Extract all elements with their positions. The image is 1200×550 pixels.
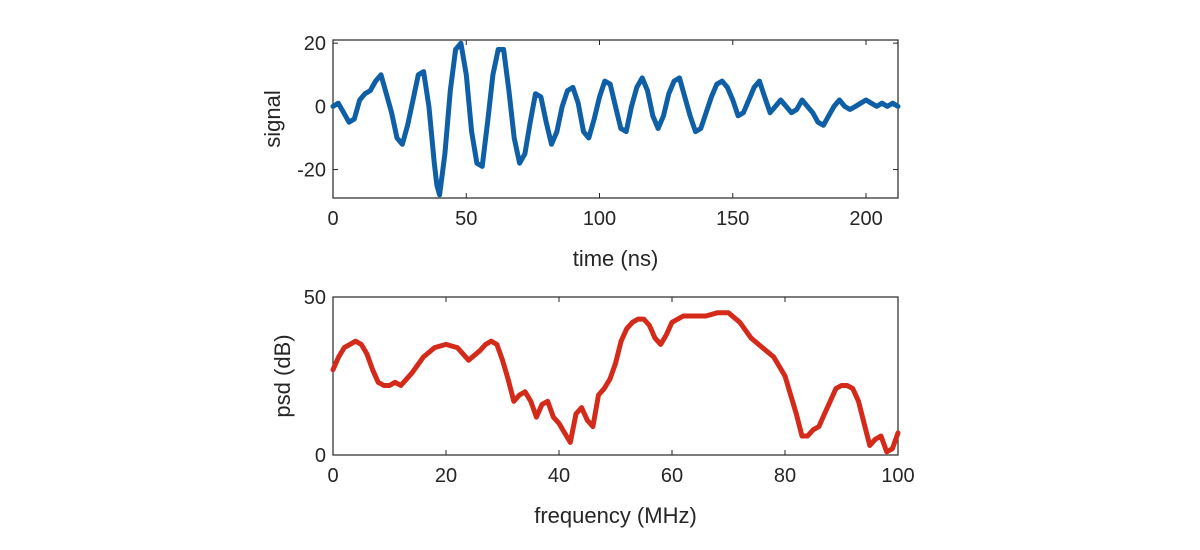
psd-xtick-label: 60 (661, 465, 683, 487)
signal-series-line (330, 40, 901, 198)
signal-ytick-label: 20 (304, 33, 326, 55)
psd-plot-frame (332, 296, 899, 456)
psd-ytick-label: 50 (304, 287, 326, 309)
signal-plot-ticks: 0 50 100 150 200 -20 0 20 (297, 33, 898, 230)
psd-plot-ylabel: psd (dB) (270, 334, 295, 417)
psd-xtick-label: 0 (327, 465, 338, 487)
psd-plot: 0 20 40 60 80 100 0 50 frequency (MHz) psd (dB) (270, 287, 915, 528)
psd-ytick-label: 0 (315, 445, 326, 467)
signal-plot-ylabel: signal (260, 90, 285, 147)
psd-xtick-label: 40 (548, 465, 570, 487)
psd-plot-ticks: 0 20 40 60 80 100 0 50 (304, 287, 915, 487)
signal-ytick-label: 0 (315, 96, 326, 118)
psd-xtick-label: 20 (435, 465, 457, 487)
signal-xtick-label: 150 (716, 208, 749, 230)
psd-xtick-label: 100 (881, 465, 914, 487)
signal-xtick-label: 50 (455, 208, 477, 230)
signal-ytick-label: -20 (297, 160, 326, 182)
psd-plot-xlabel: frequency (MHz) (534, 503, 697, 528)
signal-plot: 0 50 100 150 200 -20 0 20 time (ns) signal (260, 33, 901, 271)
psd-xtick-label: 80 (774, 465, 796, 487)
signal-xtick-label: 0 (327, 208, 338, 230)
signal-plot-xlabel: time (ns) (573, 246, 659, 271)
signal-xtick-label: 100 (583, 208, 616, 230)
signal-xtick-label: 200 (849, 208, 882, 230)
signal-plot-frame (332, 39, 899, 199)
psd-series-line (330, 310, 901, 455)
